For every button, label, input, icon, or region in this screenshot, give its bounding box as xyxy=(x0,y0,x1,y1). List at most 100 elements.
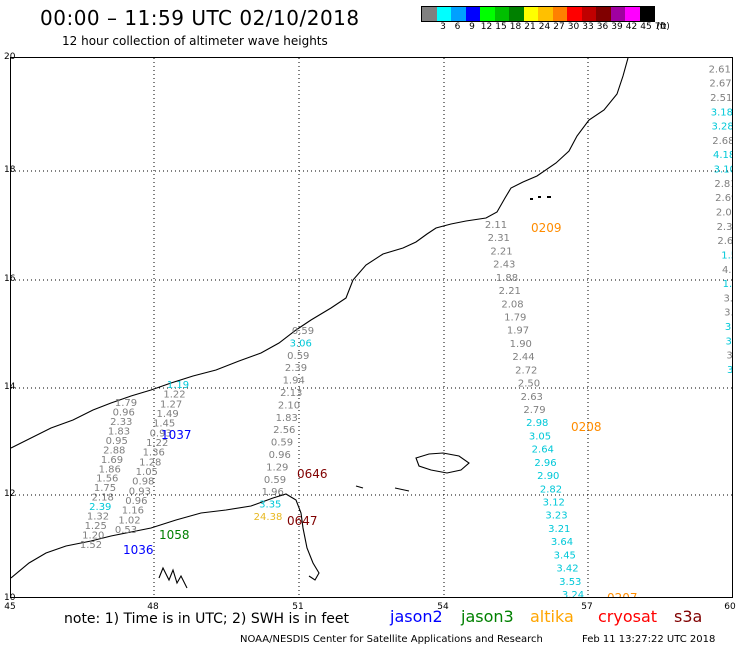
wave-height-label: 1.28 xyxy=(139,457,161,468)
wave-height-label: 0.96 xyxy=(269,450,291,461)
altimeter-tracks: 2.11 2.31 2.21 2.43 1.88 2.21 2.08 1.79 1.97 1.90… xyxy=(80,50,740,601)
wave-height-label: 0.53 xyxy=(115,525,137,536)
wave-height-label: 2.38 xyxy=(717,222,732,233)
x-tick-label: 51 xyxy=(292,602,304,612)
wave-height-label: 1.94 xyxy=(283,376,305,387)
scale-swatch xyxy=(639,7,654,21)
wave-height-label: 2.50 xyxy=(518,379,540,390)
wave-height-label: 3.24 xyxy=(562,590,584,597)
wave-height-label: 3.05 xyxy=(529,431,551,442)
wave-height-label: 0.93 xyxy=(150,428,172,439)
map-frame: 2.11 2.31 2.21 2.43 1.88 2.21 2.08 1.79 1.97 1.90… xyxy=(10,50,740,605)
wave-height-label: 2.68 xyxy=(712,136,732,147)
scale-swatch xyxy=(610,7,625,21)
wave-height-label: 3.06 xyxy=(290,338,312,349)
scale-swatch xyxy=(465,7,480,21)
scale-label: 33 xyxy=(582,22,594,32)
wave-height-label: 1.25 xyxy=(85,521,107,532)
y-tick-label: 20 xyxy=(4,52,16,62)
pass-time-label: 0209 xyxy=(531,221,562,235)
wave-height-label: 2.79 xyxy=(523,405,545,416)
scale-label: 36 xyxy=(596,22,609,32)
wave-height-label: 1.0 xyxy=(723,279,732,290)
wave-height-label: 2.33 xyxy=(110,417,132,428)
wave-height-label: 3.10 xyxy=(714,165,732,176)
wave-height-label: 4.1 xyxy=(722,265,732,276)
wave-height-label: 2.08 xyxy=(501,299,523,310)
wave-height-label: 1.22 xyxy=(146,438,168,449)
pass-time-label: 0646 xyxy=(297,467,328,481)
y-tick-label: 16 xyxy=(4,274,16,284)
wave-height-label: 1.32 xyxy=(87,512,109,523)
legend-altika: altika xyxy=(530,607,574,626)
wave-height-label: 1.88 xyxy=(496,273,518,284)
wave-height-label: 1.79 xyxy=(115,398,137,409)
wave-height-label: 1.52 xyxy=(80,540,102,551)
x-tick-label: 48 xyxy=(147,602,159,612)
wave-height-label: 3.64 xyxy=(551,537,573,548)
wave-height-label: 2.64 xyxy=(532,445,554,456)
wave-height-label: 2.63 xyxy=(521,392,543,403)
wave-height-label: 1.20 xyxy=(82,531,104,542)
y-tick-label: 12 xyxy=(4,489,16,499)
wave-height-label: 1.49 xyxy=(156,409,178,420)
scale-label: 42 xyxy=(625,22,638,32)
wave-height-label: 2.98 xyxy=(526,418,548,429)
scale-swatch xyxy=(523,7,538,21)
scale-label: 9 xyxy=(469,22,475,32)
wave-height-label: 0.59 xyxy=(287,351,309,362)
scale-swatch xyxy=(480,7,495,21)
wave-height-label: 1.56 xyxy=(96,474,118,485)
scale-label: 45 xyxy=(640,22,652,32)
wave-height-label: 2.01 xyxy=(716,208,732,219)
pass-time-label: 0208 xyxy=(571,420,602,434)
wave-height-label: 2.82 xyxy=(540,484,562,495)
scale-swatch xyxy=(538,7,553,21)
wave-height-label: 1.86 xyxy=(99,464,121,475)
wave-height-label: 2.31 xyxy=(488,233,510,244)
wave-height-label: 1.97 xyxy=(507,326,529,337)
wave-height-label: 3.0 xyxy=(724,308,732,319)
graticule xyxy=(11,58,732,597)
wave-height-label: 4.18 xyxy=(713,150,732,161)
wave-height-label: 2.44 xyxy=(512,352,534,363)
wave-height-label: 2.96 xyxy=(534,458,556,469)
legend-jason3: jason3 xyxy=(461,607,514,626)
footer-credit: NOAA/NESDIS Center for Satellite Applica… xyxy=(240,634,543,645)
wave-height-label: 0.98 xyxy=(132,477,154,488)
legend-cryosat: cryosat xyxy=(598,607,658,626)
map-subtitle: 12 hour collection of altimeter wave hei… xyxy=(62,34,328,48)
wave-height-label: 0.93 xyxy=(129,486,151,497)
wave-height-label: 2.65 xyxy=(717,236,732,247)
wave-height-label: 3.23 xyxy=(545,511,567,522)
wave-height-label: 2.56 xyxy=(273,425,295,436)
wave-height-label: 1.5 xyxy=(721,251,732,262)
scale-swatch xyxy=(552,7,567,21)
pass-time-label: 0207 xyxy=(607,591,638,597)
scale-swatch xyxy=(567,7,582,21)
x-tick-label: 60 xyxy=(724,602,736,612)
scale-label: 24 xyxy=(538,22,551,32)
wave-height-label: 3.6 xyxy=(726,336,732,347)
wave-height-label: 2.81 xyxy=(714,179,732,190)
wave-height-label: 0.95 xyxy=(106,436,128,447)
scale-swatch xyxy=(625,7,640,21)
wave-height-label: 0.59 xyxy=(292,326,314,337)
scale-label: 3 xyxy=(440,22,446,32)
wave-height-label: 1.02 xyxy=(118,515,140,526)
wave-height-label: 2.51 xyxy=(710,93,732,104)
wave-height-label: 3.7 xyxy=(727,365,732,376)
scale-swatch xyxy=(581,7,596,21)
wave-height-label: 3.5 xyxy=(725,322,732,333)
scale-label: 30 xyxy=(567,22,580,32)
scale-swatch xyxy=(494,7,509,21)
wave-height-label: 3.45 xyxy=(554,550,576,561)
coastline xyxy=(10,57,629,589)
wave-height-label: 3.28 xyxy=(711,122,732,133)
wave-height-label: 1.19 xyxy=(167,380,189,391)
wave-height-label: 1.27 xyxy=(160,399,182,410)
wave-height-label: 1.83 xyxy=(108,426,130,437)
y-tick-label: 14 xyxy=(4,382,16,392)
scale-swatch xyxy=(509,7,524,21)
scale-label: 18 xyxy=(509,22,522,32)
